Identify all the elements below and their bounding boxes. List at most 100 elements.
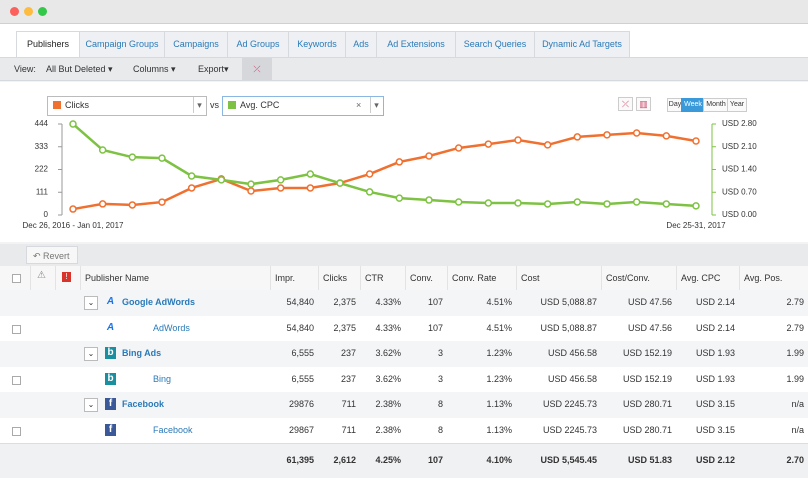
cell-value: 1.13%: [486, 399, 512, 409]
publisher-name[interactable]: Facebook: [153, 424, 193, 435]
view-dropdown[interactable]: All But Deleted ▾: [46, 64, 113, 74]
tab[interactable]: Ad Extensions: [376, 31, 456, 57]
close-button[interactable]: [10, 7, 19, 16]
cell-value: 237: [340, 348, 356, 358]
tab[interactable]: Campaign Groups: [79, 31, 165, 57]
chart: 0 111 222 333 444 USD 0.00 USD 0.70 USD 1.40 USD…: [23, 119, 758, 230]
period-button[interactable]: Year: [727, 98, 747, 112]
publisher-icon: b: [105, 372, 116, 385]
cell-value: 8: [437, 424, 443, 435]
export-dropdown[interactable]: Export▾: [198, 64, 229, 74]
tab[interactable]: Campaigns: [164, 31, 228, 57]
data-point: [217, 176, 226, 184]
column-header[interactable]: Avg. CPC: [676, 266, 739, 290]
cell-value: USD 152.19: [622, 348, 672, 358]
tab[interactable]: Search Queries: [455, 31, 535, 57]
tab[interactable]: Ads: [345, 31, 377, 57]
tab[interactable]: Publishers: [16, 31, 80, 57]
tab[interactable]: Dynamic Ad Targets: [534, 31, 630, 57]
bar-chart-button[interactable]: ▥: [636, 97, 651, 111]
data-point: [187, 172, 196, 180]
cell-value: 1.13%: [486, 424, 512, 435]
period-button[interactable]: Month: [703, 98, 729, 112]
cell-value: USD 152.19: [622, 373, 672, 384]
publisher-icon: f: [105, 423, 116, 436]
publisher-name[interactable]: Bing Ads: [122, 348, 162, 358]
data-point: [632, 198, 641, 206]
data-point: [484, 199, 493, 207]
column-header[interactable]: Conv. Rate: [447, 266, 516, 290]
expand-button[interactable]: ⌄: [84, 398, 98, 412]
data-point: [573, 133, 582, 141]
cell-value: 2.79: [786, 297, 804, 307]
period-button[interactable]: Week: [681, 98, 705, 112]
data-point: [603, 131, 611, 139]
data-point: [306, 170, 315, 178]
data-point: [632, 129, 641, 137]
total-value: 4.25%: [375, 455, 401, 465]
maximize-button[interactable]: [38, 7, 47, 16]
column-header[interactable]: Cost: [516, 266, 601, 290]
column-header[interactable]: Impr.: [270, 266, 318, 290]
chart-toggle[interactable]: ⤫: [242, 58, 272, 80]
tab[interactable]: Keywords: [288, 31, 346, 57]
data-point: [662, 200, 671, 208]
columns-dropdown[interactable]: Columns ▾: [133, 64, 176, 74]
revert-button[interactable]: ↶ Revert: [26, 246, 78, 264]
metric2-swatch: [228, 101, 236, 109]
cell-value: USD 47.56: [627, 297, 672, 307]
publisher-name[interactable]: Facebook: [122, 399, 165, 409]
clear-button[interactable]: ×: [356, 100, 362, 110]
line-chart-button[interactable]: ⤫: [618, 97, 633, 111]
data-point: [306, 184, 315, 192]
tab[interactable]: Ad Groups: [227, 31, 289, 57]
group-row: [0, 392, 808, 419]
x-tick-label: Dec 26, 2016 - Jan 01, 2017: [23, 221, 125, 230]
cell-value: 3.62%: [375, 348, 401, 358]
select-all-checkbox[interactable]: [12, 274, 21, 283]
cell-value: USD 280.71: [622, 399, 672, 409]
cell-value: USD 1.93: [695, 348, 735, 358]
expand-button[interactable]: ⌄: [84, 296, 98, 310]
metric1-dropdown[interactable]: Clicks ▾: [47, 96, 207, 116]
row-checkbox[interactable]: [12, 426, 21, 436]
column-header[interactable]: Clicks: [318, 266, 360, 290]
cell-value: n/a: [791, 399, 804, 409]
column-header[interactable]: Cost/Conv.: [601, 266, 676, 290]
title-bar: [0, 0, 808, 24]
cell-value: USD 456.58: [547, 373, 597, 384]
group-row: [0, 341, 808, 368]
cell-value: 54,840: [286, 322, 314, 333]
column-header[interactable]: Conv.: [405, 266, 447, 290]
expand-button[interactable]: ⌄: [84, 347, 98, 361]
cell-value: 107: [427, 322, 443, 333]
publisher-icon: A: [106, 296, 115, 307]
data-point: [128, 153, 137, 161]
y2-tick-label: USD 0.00: [722, 210, 757, 219]
metric2-dropdown[interactable]: Avg. CPC × ▾: [222, 96, 384, 116]
column-header[interactable]: CTR: [360, 266, 405, 290]
cell-value: 2.79: [786, 322, 804, 333]
cell-value: 2.38%: [375, 424, 401, 435]
dropdown-arrow: ▾: [370, 97, 382, 113]
cell-value: 8: [437, 399, 443, 409]
cell-value: USD 456.58: [547, 348, 597, 358]
minimize-button[interactable]: [24, 7, 33, 16]
column-header[interactable]: Avg. Pos.: [739, 266, 808, 290]
column-header[interactable]: Publisher Name: [80, 266, 270, 290]
publisher-name[interactable]: Google AdWords: [122, 297, 195, 307]
data-point: [365, 188, 374, 196]
cell-value: 4.51%: [486, 322, 512, 333]
data-point: [365, 170, 374, 178]
data-point: [395, 194, 404, 202]
series-line: [72, 123, 697, 208]
row-checkbox[interactable]: [12, 324, 21, 334]
row-checkbox[interactable]: [12, 375, 21, 385]
cell-value: USD 5,088.87: [540, 322, 597, 333]
publisher-name[interactable]: Bing: [153, 373, 172, 384]
publisher-name[interactable]: AdWords: [153, 322, 190, 333]
data-point: [187, 184, 196, 192]
cell-value: 711: [341, 399, 356, 409]
data-point: [543, 141, 552, 149]
